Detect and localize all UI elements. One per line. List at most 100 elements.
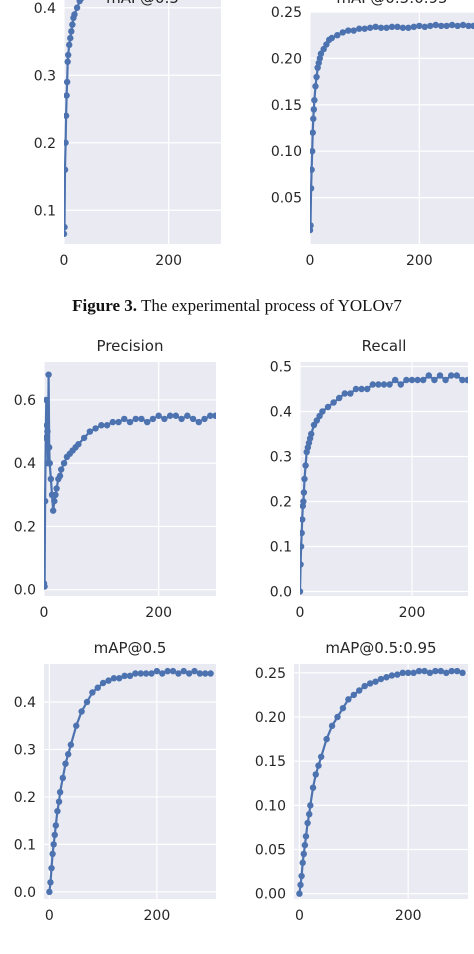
data-point [307, 802, 314, 809]
data-point [431, 376, 438, 384]
data-point [68, 28, 75, 35]
data-point [75, 441, 82, 448]
data-point [52, 822, 60, 829]
y-tick-label: 0.25 [255, 666, 286, 682]
data-point [92, 425, 99, 432]
data-point [369, 381, 376, 388]
data-point [155, 412, 162, 419]
y-tick-label: 0.2 [14, 519, 36, 535]
data-point [442, 376, 449, 384]
y-tick-label: 0.05 [271, 191, 302, 207]
data-point [310, 148, 316, 155]
chart-title: mAP@0.5 [94, 639, 167, 657]
data-point [301, 841, 309, 849]
data-point [300, 561, 304, 568]
data-point [345, 27, 352, 34]
data-point [121, 672, 128, 680]
series-group [300, 372, 468, 595]
data-point [83, 698, 91, 706]
data-point [394, 23, 401, 31]
data-point [62, 760, 69, 767]
data-point [166, 412, 174, 419]
chart-title: mAP@0.5 [106, 0, 179, 7]
data-point [64, 58, 71, 65]
data-point [195, 418, 202, 426]
data-point [312, 83, 319, 90]
data-point [64, 223, 68, 231]
data-point [410, 669, 417, 677]
data-point [437, 667, 445, 675]
data-point [414, 376, 421, 384]
data-point [432, 667, 439, 675]
data-point [175, 670, 182, 677]
y-tick-label: 0.4 [14, 695, 36, 711]
data-point [196, 670, 204, 677]
plot-background [300, 362, 468, 596]
data-point [64, 751, 72, 758]
data-point [159, 670, 166, 677]
data-point [377, 675, 385, 683]
data-point [300, 529, 305, 537]
data-point [44, 422, 51, 429]
x-tick-label: 0 [40, 605, 49, 621]
data-point [372, 678, 379, 685]
y-tick-label: 0.05 [255, 843, 286, 859]
y-tick-label: 0.20 [255, 710, 286, 726]
data-point [403, 376, 410, 384]
data-point [302, 833, 310, 840]
data-point [45, 371, 52, 378]
y-tick-label: 0.25 [271, 5, 302, 21]
data-point [399, 669, 406, 677]
y-tick-label: 0.10 [271, 144, 302, 160]
data-point [55, 798, 63, 805]
data-point [115, 418, 122, 426]
data-point [66, 41, 73, 49]
data-point [207, 412, 214, 419]
data-point [420, 376, 427, 384]
data-point [464, 376, 468, 384]
data-point [315, 762, 322, 769]
y-tick-label: 0.2 [14, 790, 36, 806]
data-point [189, 415, 197, 423]
y-tick-label: 0.0 [270, 585, 292, 601]
data-point [310, 185, 315, 192]
y-tick-label: 0.6 [14, 393, 36, 409]
data-point [405, 24, 412, 31]
y-tick-label: 0.20 [271, 51, 302, 67]
data-point [51, 497, 58, 505]
data-point [67, 34, 74, 42]
data-point [64, 92, 70, 99]
chart-mid-right: 0 200 0.0 0.1 0.2 0.3 0.4 0.5 Recall [270, 337, 468, 621]
data-point [64, 166, 69, 173]
data-point [438, 22, 445, 30]
data-point [64, 139, 69, 146]
data-point [126, 418, 134, 426]
data-point [421, 667, 428, 675]
data-point [416, 22, 423, 30]
data-point [201, 415, 208, 423]
data-point [148, 670, 155, 677]
data-point [164, 667, 171, 675]
data-point [377, 24, 385, 31]
data-point [319, 408, 326, 415]
plot-background [64, 0, 221, 244]
data-point [73, 4, 81, 11]
chart-bottom-right: 0 200 0.00 0.05 0.10 0.15 0.20 0.25 mAP@0.5:0.95 [255, 639, 468, 924]
data-point [448, 21, 456, 29]
x-tick-label: 0 [296, 605, 305, 621]
chart-mid-left: 0 200 0.0 0.2 0.4 0.6 Precision [14, 337, 216, 621]
data-point [64, 51, 72, 59]
y-tick-label: 0.2 [34, 136, 56, 152]
data-point [153, 667, 161, 675]
data-point [310, 129, 316, 136]
data-point [191, 667, 198, 675]
data-point [185, 670, 193, 677]
data-point [149, 415, 157, 423]
data-point [352, 385, 360, 393]
data-point [297, 881, 304, 889]
data-point [408, 376, 416, 384]
plot-background [44, 664, 216, 899]
x-tick-label: 200 [395, 908, 422, 924]
chart-title: Precision [97, 337, 164, 355]
y-tick-label: 0.15 [271, 98, 302, 114]
